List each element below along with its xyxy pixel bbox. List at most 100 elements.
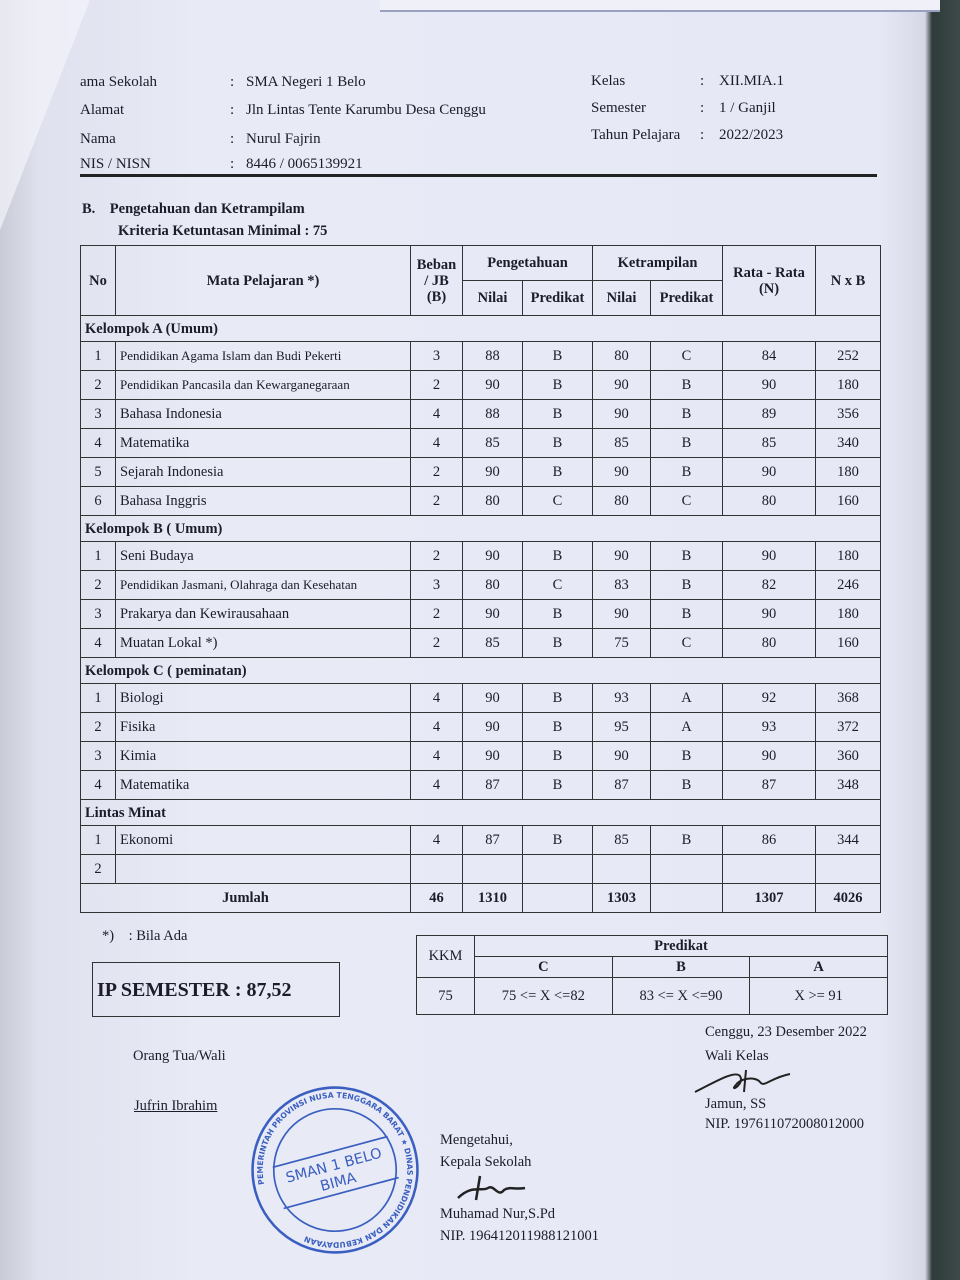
row-no: 3 [80,399,116,429]
row-subject: Pendidikan Jasmani, Olahraga dan Kesehat… [115,570,411,600]
value-semester: 1 / Ganjil [719,100,776,116]
value-class: XII.MIA.1 [719,73,784,89]
row-nilai-ketrampilan: 90 [592,370,652,400]
row-subject: Fisika [115,712,411,742]
row-rata: 80 [722,486,817,516]
row-beban: 4 [410,428,463,458]
header-predikat-p: Predikat [521,280,594,316]
row-beban: 4 [410,399,463,429]
row-predikat-pengetahuan: B [521,628,594,658]
row-predikat-pengetahuan: B [521,457,594,487]
row-nilai-pengetahuan: 87 [462,825,523,855]
label-year: Tahun Pelajara [591,127,681,143]
row-nilai-ketrampilan: 85 [592,825,652,855]
wali-kelas-title: Wali Kelas [705,1048,769,1064]
kkm-label: KKM [416,935,475,978]
row-nilai-ketrampilan: 80 [592,341,652,371]
row-rata: 90 [722,541,817,571]
row-subject: Ekonomi [115,825,411,855]
header-no: No [80,245,116,316]
label-name: Nama [80,131,116,147]
row-subject: Kimia [115,741,411,771]
group-row: Lintas Minat [79,799,882,826]
table-row: 1 Biologi 4 90 B 93 A 92 368 [80,683,882,713]
row-predikat-ketrampilan: C [650,628,724,658]
row-predikat-ketrampilan: B [650,457,724,487]
row-subject: Biologi [115,683,411,713]
header-pengetahuan: Pengetahuan [461,245,594,281]
row-predikat-pengetahuan: B [521,428,594,458]
row-no: 4 [80,770,116,800]
value-address: Jln Lintas Tente Karumbu Desa Cenggu [246,102,486,118]
header-rata: Rata - Rata (N) [722,245,817,316]
table-row: 2 Pendidikan Pancasila dan Kewarganegaraa… [80,370,882,400]
row-predikat-pengetahuan: C [521,570,594,600]
grade-a: A [749,956,888,978]
grade-c: C [474,956,613,978]
grade-b: B [611,956,751,978]
value-nis: 8446 / 0065139921 [246,156,363,172]
row-predikat-pengetahuan: B [521,712,594,742]
colon: : [700,100,705,116]
row-nilai-pengetahuan: 90 [462,541,523,571]
section-title: B. Pengetahuan dan Ketrampilam [82,201,305,217]
row-nxb: 348 [815,770,882,800]
colon: : [230,102,235,118]
row-nxb: 180 [815,599,882,629]
colon: : [230,131,235,147]
row-rata: 85 [722,428,817,458]
row-predikat-pengetahuan: B [521,825,594,855]
row-predikat-ketrampilan: B [650,370,724,400]
row-nilai-ketrampilan: 93 [592,683,652,713]
row-nilai-pengetahuan: 90 [462,457,523,487]
row-subject: Matematika [115,770,411,800]
row-beban: 2 [410,457,463,487]
row-nilai-ketrampilan: 80 [592,486,652,516]
row-nxb: 252 [815,341,882,371]
kepala-title: Kepala Sekolah [440,1154,532,1170]
row-rata: 84 [722,341,817,371]
header-nilai-k: Nilai [592,280,652,316]
row-no: 3 [80,741,116,771]
header-divider [80,174,877,177]
row-rata: 86 [722,825,817,855]
row-predikat-ketrampilan: B [650,570,724,600]
label-semester: Semester [591,100,646,116]
row-predikat-ketrampilan: C [650,341,724,371]
row-beban [410,854,463,884]
total-row: Jumlah 46 1310 1303 1307 4026 [80,883,882,913]
row-nxb: 344 [815,825,882,855]
kkm-value: 75 [416,977,475,1015]
table-row: 3 Bahasa Indonesia 4 88 B 90 B 89 356 [80,399,882,429]
row-predikat-pengetahuan: B [521,599,594,629]
table-row: 4 Matematika 4 87 B 87 B 87 348 [80,770,882,800]
row-predikat-ketrampilan: A [650,712,724,742]
row-nilai-pengetahuan: 88 [462,399,523,429]
colon: : [700,73,705,89]
row-nilai-ketrampilan: 87 [592,770,652,800]
row-nilai-pengetahuan: 85 [462,428,523,458]
total-label: Jumlah [80,883,411,913]
row-subject: Bahasa Indonesia [115,399,411,429]
value-name: Nurul Fajrin [246,131,321,147]
folded-paper-corner [0,0,90,230]
row-predikat-pengetahuan: B [521,370,594,400]
row-rata: 90 [722,457,817,487]
table-row: 1 Pendidikan Agama Islam dan Budi Pekerti… [80,341,882,371]
table-row: 3 Prakarya dan Kewirausahaan 2 90 B 90 B 90 180 [80,599,882,629]
row-beban: 4 [410,770,463,800]
wali-kelas-name: Jamun, SS [705,1096,767,1112]
label-school: ama Sekolah [80,74,158,90]
header-beban: Beban / JB (B) [410,245,463,316]
row-predikat-pengetahuan: B [521,683,594,713]
row-nxb: 160 [815,486,882,516]
place-date: Cenggu, 23 Desember 2022 [705,1024,867,1040]
school-stamp: PEMERINTAH PROVINSI NUSA TENGGARA BARAT … [250,1085,420,1255]
row-nilai-pengetahuan: 90 [462,599,523,629]
row-nilai-pengetahuan: 85 [462,628,523,658]
row-predikat-ketrampilan: B [650,399,724,429]
row-nilai-pengetahuan: 87 [462,770,523,800]
row-no: 2 [80,570,116,600]
colon: : [230,156,235,172]
row-rata: 93 [722,712,817,742]
